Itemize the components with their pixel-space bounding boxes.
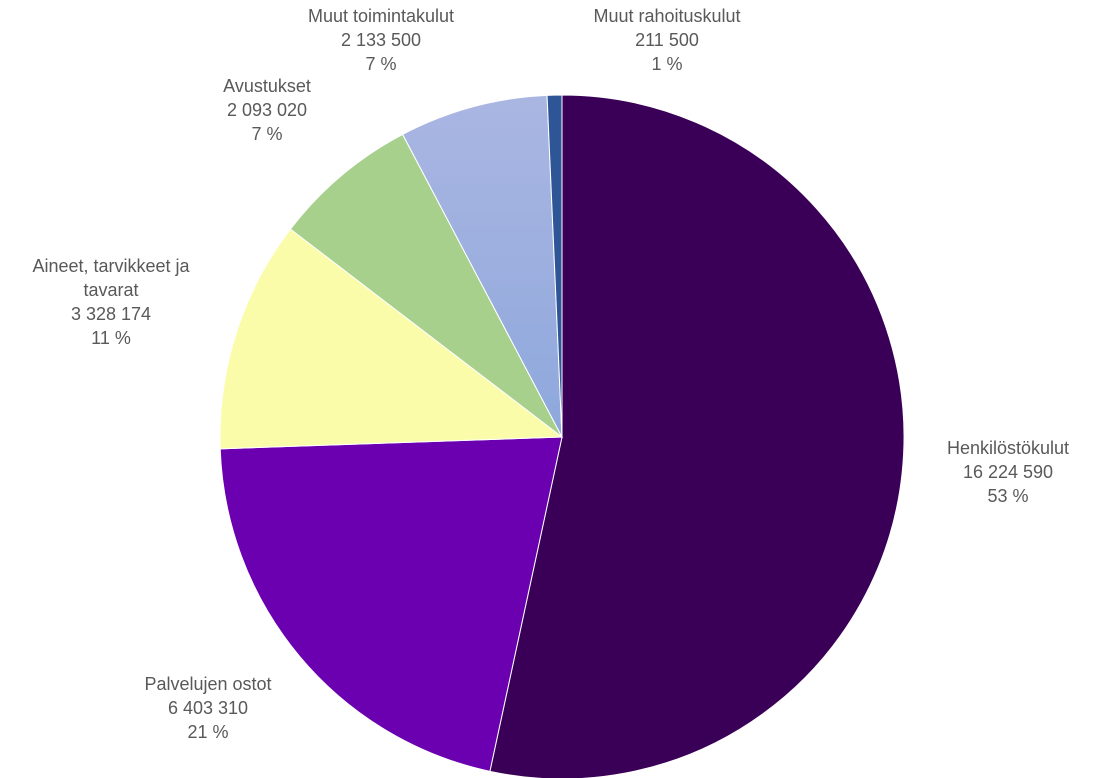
slice-label: Henkilöstökulut 16 224 590 53 % bbox=[947, 438, 1069, 506]
slice-percent-label: 1 % bbox=[651, 54, 682, 74]
slice-label: Avustukset 2 093 020 7 % bbox=[223, 76, 311, 144]
slice-percent-label: 11 % bbox=[91, 328, 131, 348]
slice-value-label: 16 224 590 bbox=[963, 462, 1053, 482]
slice-category-label: Henkilöstökulut bbox=[947, 438, 1069, 458]
pie-slice bbox=[401, 94, 563, 438]
slice-percent-label: 21 % bbox=[187, 722, 228, 742]
slice-category-label: Palvelujen ostot bbox=[144, 674, 271, 694]
slice-category-label: Aineet, tarvikkeet ja bbox=[32, 256, 190, 276]
slice-value-label: 2 133 500 bbox=[341, 30, 421, 50]
slice-value-label: 3 328 174 bbox=[71, 304, 151, 324]
pie-slice bbox=[289, 133, 563, 438]
pie-slice bbox=[489, 94, 905, 778]
slice-percent-label: 53 % bbox=[987, 486, 1028, 506]
slice-value-label: 211 500 bbox=[635, 30, 699, 50]
slice-label: Aineet, tarvikkeet ja tavarat 3 328 174 11 … bbox=[32, 256, 190, 348]
pie-labels: Henkilöstökulut 16 224 590 53 % Palvelujen … bbox=[32, 6, 1069, 742]
slice-category-label: Muut rahoituskulut bbox=[593, 6, 740, 26]
pie-slices bbox=[219, 94, 905, 778]
slice-label: Muut toimintakulut 2 133 500 7 % bbox=[308, 6, 454, 74]
slice-value-label: 2 093 020 bbox=[227, 100, 307, 120]
pie-slice bbox=[219, 436, 563, 772]
slice-percent-label: 7 % bbox=[365, 54, 396, 74]
slice-category-label: Avustukset bbox=[223, 76, 311, 96]
slice-label: Muut rahoituskulut 211 500 1 % bbox=[593, 6, 740, 74]
slice-category-label: Muut toimintakulut bbox=[308, 6, 454, 26]
pie-slice bbox=[546, 94, 563, 438]
slice-category-label: tavarat bbox=[83, 280, 138, 300]
slice-value-label: 6 403 310 bbox=[168, 698, 248, 718]
slice-label: Palvelujen ostot 6 403 310 21 % bbox=[144, 674, 271, 742]
pie-slice bbox=[219, 228, 564, 450]
slice-percent-label: 7 % bbox=[251, 124, 282, 144]
